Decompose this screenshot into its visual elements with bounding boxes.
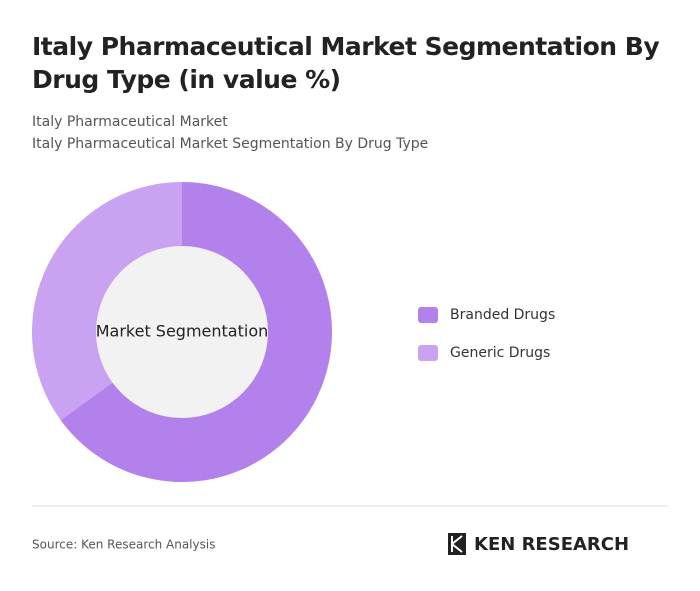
logo-icon [448, 533, 466, 555]
donut-hole [96, 246, 268, 418]
legend-label: Generic Drugs [450, 345, 550, 361]
chart-title: Italy Pharmaceutical Market Segmentation… [32, 32, 660, 94]
subtitle: Italy Pharmaceutical Market [32, 114, 228, 130]
legend-label: Branded Drugs [450, 307, 555, 323]
legend-swatch [418, 307, 438, 323]
legend-swatch [418, 345, 438, 361]
source: Source: Ken Research Analysis [32, 538, 215, 552]
logo-text: KEN RESEARCH [474, 534, 629, 555]
center-label: Market Segmentation [96, 322, 269, 341]
logo-icon-k [451, 535, 463, 553]
subtitle: Italy Pharmaceutical Market Segmentation… [32, 136, 429, 152]
logo: KEN RESEARCH [448, 533, 629, 555]
